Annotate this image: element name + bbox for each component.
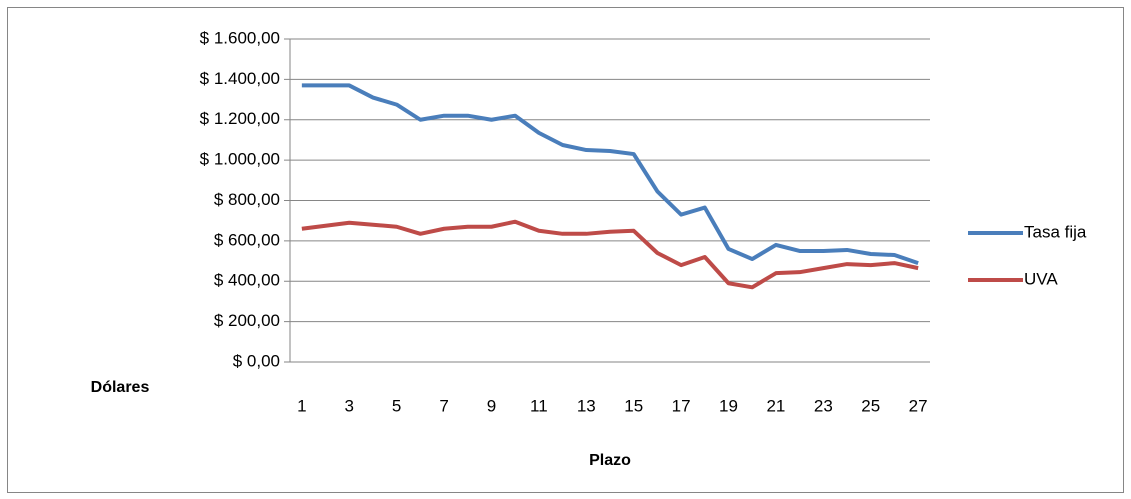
x-tick-label: 21: [766, 396, 785, 415]
y-tick-label: $ 600,00: [214, 230, 280, 249]
line-series: [301, 219, 919, 290]
x-tick-label: 5: [392, 396, 401, 415]
chart-border: [7, 7, 1124, 493]
y-axis-label: Dólares: [91, 379, 150, 396]
y-tick-label: $ 200,00: [214, 311, 280, 330]
y-tick-label: $ 1.600,00: [200, 28, 280, 47]
x-tick-label: 17: [672, 396, 691, 415]
y-tick-label: $ 1.400,00: [200, 69, 280, 88]
x-tick-label: 3: [345, 396, 354, 415]
y-tick-label: $ 400,00: [214, 271, 280, 290]
x-axis-label: Plazo: [589, 452, 631, 469]
x-tick-label: 27: [909, 396, 928, 415]
x-tick-label: 15: [624, 396, 643, 415]
y-tick-label: $ 1.000,00: [200, 150, 280, 169]
x-tick-label: 23: [814, 396, 833, 415]
x-tick-label: 1: [297, 396, 306, 415]
y-tick-label: $ 800,00: [214, 190, 280, 209]
y-tick-label: $ 1.200,00: [200, 109, 280, 128]
x-tick-label: 11: [530, 396, 548, 415]
legend-label: UVA: [1024, 269, 1058, 288]
y-tick-label: $ 0,00: [233, 351, 280, 370]
legend-label: Tasa fija: [1024, 222, 1087, 241]
x-tick-label: 19: [719, 396, 738, 415]
line-series: [301, 83, 919, 265]
x-tick-label: 25: [861, 396, 880, 415]
x-tick-label: 13: [577, 396, 596, 415]
x-tick-label: 9: [487, 396, 496, 415]
x-tick-label: 7: [439, 396, 448, 415]
